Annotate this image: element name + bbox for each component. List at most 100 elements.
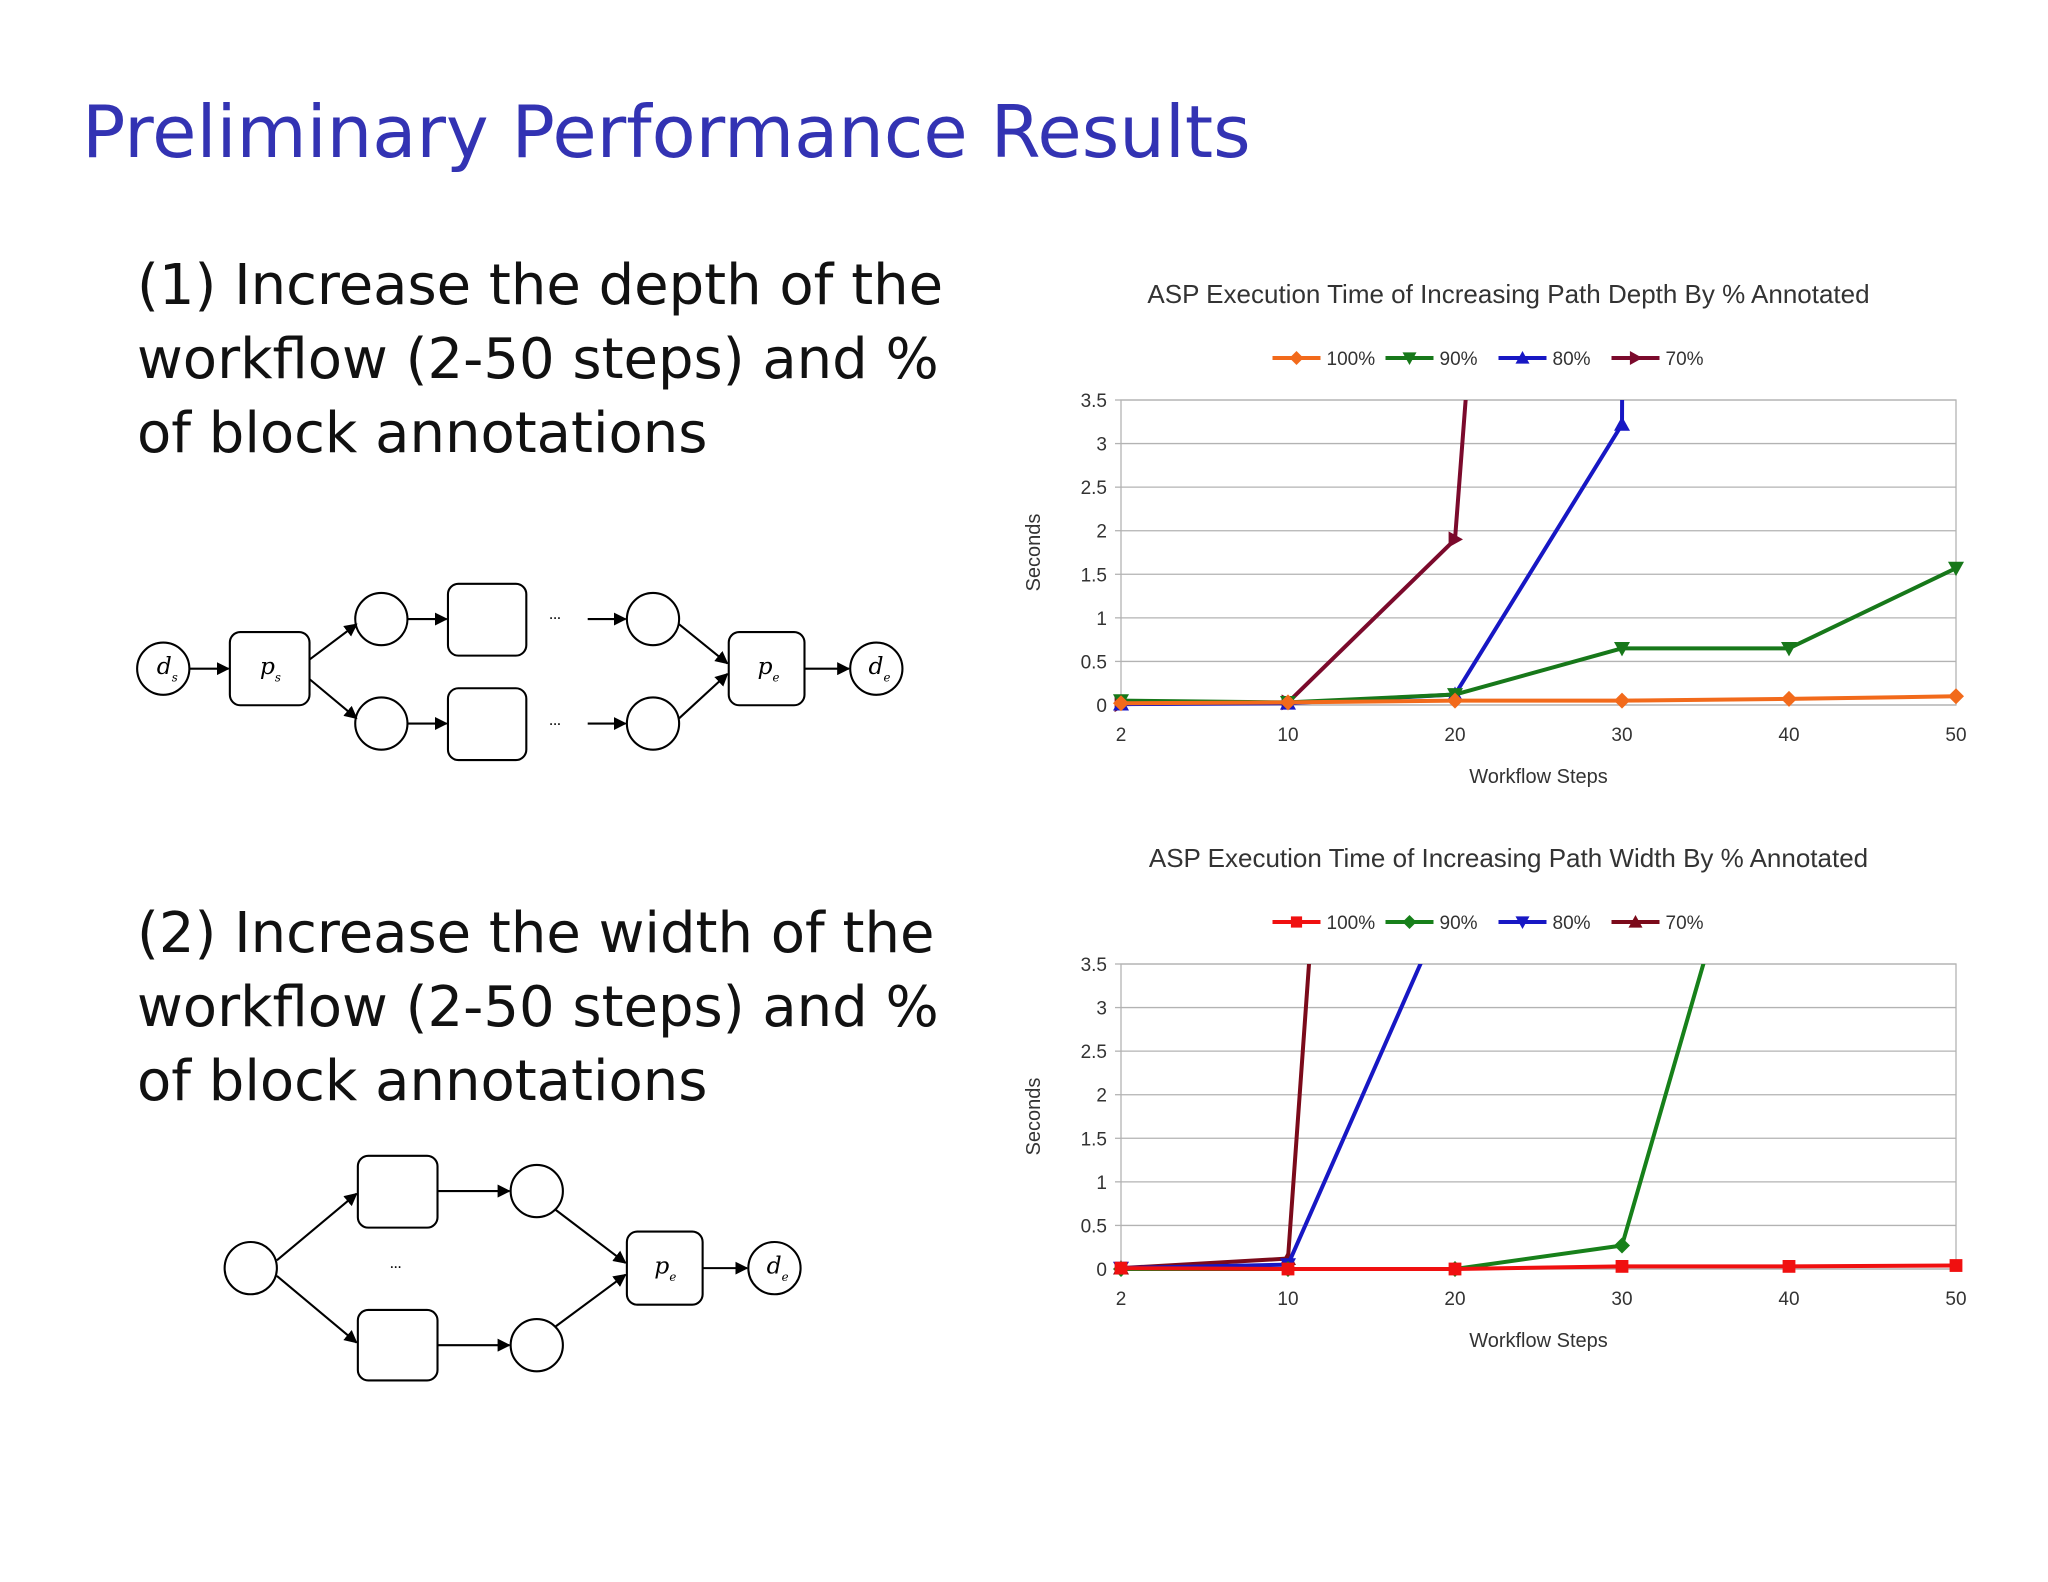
point-line: (2) Increase the width of the [137, 901, 934, 966]
plot-frame [1120, 399, 1957, 706]
node-label: pe [654, 1251, 676, 1284]
node [509, 1318, 564, 1373]
diagram-depth: ... ... ds ps pe de [136, 582, 904, 762]
label-main: p [757, 652, 772, 680]
plot-frame [1120, 963, 1957, 1270]
y-tick-label: 2.5 [1081, 478, 1107, 499]
y-tick-label: 0.5 [1081, 652, 1107, 673]
point-marker [1781, 690, 1797, 707]
point-marker [1615, 1259, 1629, 1273]
legend-label: 100% [1327, 349, 1376, 370]
slide-title: Preliminary Performance Results [82, 90, 1251, 174]
chart: ASP Execution Time of Increasing Path De… [1023, 279, 1967, 788]
series-line [1120, 964, 1312, 1271]
point-marker [1281, 1262, 1295, 1276]
legend-marker [1629, 351, 1643, 365]
y-tick-label: 3 [1096, 999, 1107, 1020]
ellipsis: ... [549, 712, 561, 729]
node [356, 1154, 439, 1229]
series-line [1120, 964, 1423, 1271]
legend-label: 80% [1553, 349, 1591, 370]
point-marker [1781, 641, 1797, 657]
x-axis-label: Workflow Steps [1469, 1330, 1608, 1352]
node [223, 1240, 278, 1296]
chart-title: ASP Execution Time of Increasing Path Wi… [1149, 843, 1868, 873]
series-line [1120, 694, 1957, 706]
legend-label: 70% [1666, 349, 1704, 370]
node-label: de [868, 652, 890, 685]
legend-marker [1402, 352, 1417, 365]
arrow [678, 673, 729, 720]
label-main: p [260, 652, 275, 680]
point-marker [1614, 1237, 1630, 1254]
label-sub: e [782, 1270, 789, 1284]
plot-area [1113, 400, 1964, 713]
node [446, 582, 528, 657]
legend-label: 100% [1327, 913, 1376, 934]
y-tick-label: 1 [1096, 1173, 1107, 1194]
series-line [1121, 964, 1706, 1271]
legend-label: 90% [1440, 349, 1478, 370]
x-tick-label: 50 [1945, 725, 1966, 746]
y-tick-label: 2 [1096, 1086, 1107, 1107]
node [446, 687, 528, 762]
y-tick-label: 0 [1096, 696, 1107, 717]
point-marker [1448, 531, 1463, 548]
point-marker [1948, 688, 1964, 705]
legend-marker [1628, 915, 1643, 928]
point-marker [1280, 694, 1296, 711]
y-tick-label: 2.5 [1081, 1042, 1107, 1063]
point-marker [1113, 695, 1129, 712]
plot-area [1113, 879, 1963, 1277]
node [625, 591, 681, 647]
point-marker [1948, 561, 1964, 577]
node-label: de [767, 1251, 789, 1284]
y-tick-label: 1.5 [1081, 565, 1107, 586]
node-label: ds [157, 652, 178, 685]
ellipsis: ... [390, 1255, 402, 1272]
label-sub: e [669, 1270, 676, 1284]
label-main: d [157, 652, 172, 680]
x-tick-label: 20 [1444, 725, 1465, 746]
label-main: p [654, 1251, 669, 1279]
arrow [554, 1273, 627, 1328]
y-tick-label: 0 [1096, 1260, 1107, 1281]
node-label: ps [260, 652, 281, 685]
arrow [308, 678, 358, 720]
point-marker [1949, 1259, 1963, 1272]
points: (1) Increase the depth of the workflow (… [137, 253, 943, 1114]
arrow [276, 1275, 358, 1344]
node-label: pe [757, 652, 779, 685]
point-line: (1) Increase the depth of the [137, 253, 943, 318]
node [849, 641, 904, 696]
label-sub: e [773, 671, 780, 685]
point-line: of block annotations [137, 1049, 707, 1114]
y-axis-label: Seconds [1023, 1078, 1045, 1156]
node [228, 631, 311, 707]
legend-label: 90% [1440, 913, 1478, 934]
x-tick-label: 20 [1444, 1289, 1465, 1310]
legend-marker [1402, 915, 1417, 929]
x-tick-label: 30 [1611, 1289, 1632, 1310]
label-sub: s [275, 671, 281, 685]
node [509, 1163, 564, 1219]
node [354, 696, 409, 751]
x-tick-label: 30 [1611, 725, 1632, 746]
x-tick-label: 10 [1277, 1289, 1298, 1310]
y-tick-label: 1 [1096, 609, 1107, 630]
label-sub: e [884, 671, 891, 685]
point-marker [1447, 879, 1463, 893]
y-tick-label: 0.5 [1081, 1216, 1107, 1237]
charts: ASP Execution Time of Increasing Path De… [1023, 279, 1967, 1352]
diagram-width: ... pe de [223, 1154, 802, 1382]
point-marker [1447, 692, 1463, 709]
x-tick-label: 50 [1945, 1289, 1966, 1310]
y-tick-label: 3.5 [1081, 955, 1107, 976]
legend-marker [1289, 351, 1304, 365]
point-marker [1448, 1262, 1462, 1276]
series-line [1120, 1263, 1957, 1271]
x-tick-label: 2 [1116, 1289, 1127, 1310]
label-main: d [868, 652, 883, 680]
label-main: d [767, 1251, 782, 1279]
